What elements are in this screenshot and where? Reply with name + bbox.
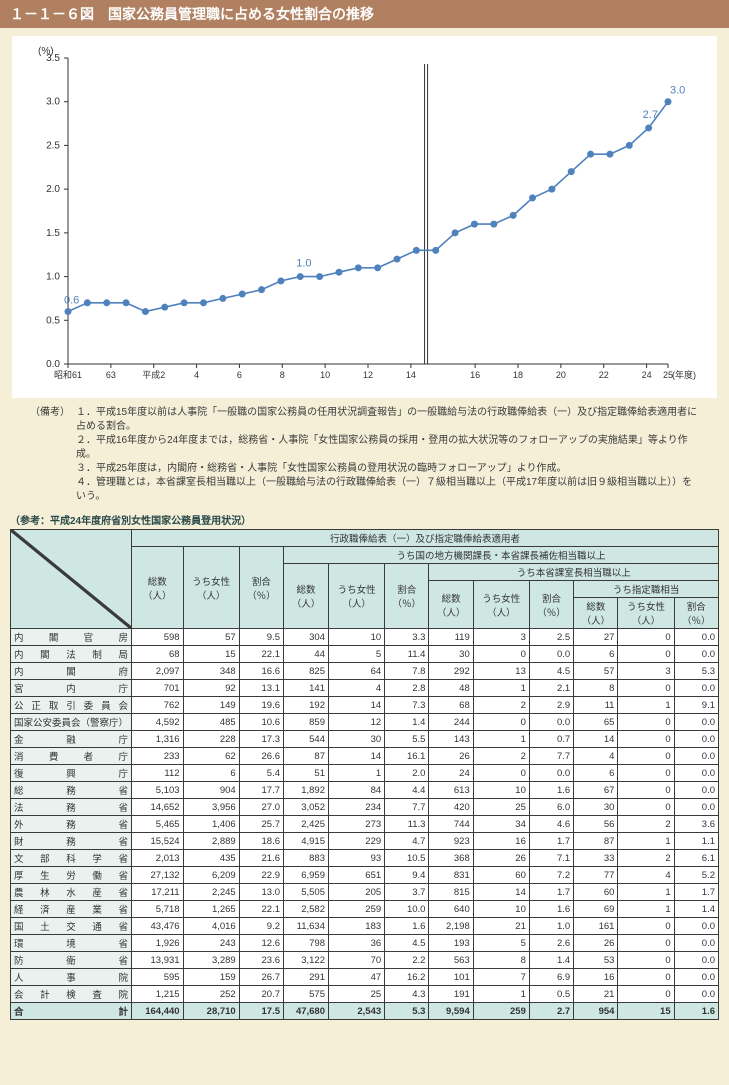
ministry-name: 公正取引委員会 [11,697,132,714]
ministry-name: 農 林 水 産 省 [11,884,132,901]
ministry-name: 環 境 省 [11,935,132,952]
table-row: 文 部 科 学 省2,01343521.68839310.5368267.133… [11,850,719,867]
ministry-name: 内 閣 法 制 局 [11,646,132,663]
ministry-name: 法 務 省 [11,799,132,816]
ministry-name: 内 閣 府 [11,663,132,680]
svg-text:10: 10 [320,370,330,380]
svg-text:18: 18 [513,370,523,380]
ministry-name: 外 務 省 [11,816,132,833]
svg-text:63: 63 [106,370,116,380]
ministry-name: 財 務 省 [11,833,132,850]
ministry-name: 防 衛 省 [11,952,132,969]
table-row: 農 林 水 産 省17,2112,24513.05,5052053.781514… [11,884,719,901]
note-item: １．平成15年度以前は人事院「一般職の国家公務員の任用状況調査報告」の一般職給与… [76,406,699,434]
table-row: 防 衛 省13,9313,28923.63,122702.256381.4530… [11,952,719,969]
ministry-name: 合 計 [11,1003,132,1020]
svg-text:2.7: 2.7 [643,109,658,121]
svg-text:1.5: 1.5 [46,228,60,239]
table-row: 経 済 産 業 省5,7181,26522.12,58225910.064010… [11,901,719,918]
table-row: 復 興 庁11265.45112.02400.0600.0 [11,765,719,782]
svg-text:8: 8 [280,370,285,380]
svg-text:24: 24 [642,370,652,380]
svg-text:12: 12 [363,370,373,380]
ministry-name: 金 融 庁 [11,731,132,748]
table-row: 人 事 院59515926.72914716.210176.91600.0 [11,969,719,986]
ministry-name: 内 閣 官 房 [11,629,132,646]
table-row: 公正取引委員会76214919.6192147.36822.91119.1 [11,697,719,714]
note-item: ２．平成16年度から24年度までは，総務省・人事院「女性国家公務員の採用・登用の… [76,434,699,462]
svg-text:2.0: 2.0 [46,184,60,195]
svg-text:22: 22 [599,370,609,380]
svg-text:0.6: 0.6 [64,295,79,307]
svg-text:16: 16 [470,370,480,380]
figure-title: １－１－６図 国家公務員管理職に占める女性割合の推移 [0,0,729,28]
table-row: 内 閣 府2,09734816.6825647.8292134.55735.3 [11,663,719,680]
table-row: 会 計 検 査 院1,21525220.7575254.319110.52100… [11,986,719,1003]
svg-text:3.5: 3.5 [46,53,60,64]
svg-text:2.5: 2.5 [46,140,60,151]
svg-text:14: 14 [406,370,416,380]
svg-text:4: 4 [194,370,199,380]
table-row: 宮 内 庁7019213.114142.84812.1800.0 [11,680,719,697]
svg-text:1.0: 1.0 [296,258,311,270]
svg-text:1.0: 1.0 [46,272,60,283]
ministry-name: 宮 内 庁 [11,680,132,697]
ministry-name: 国家公安委員会（警察庁） [11,714,132,731]
table-row: 環 境 省1,92624312.6798364.519352.62600.0 [11,935,719,952]
table-row: 総 務 省5,10390417.71,892844.4613101.66700.… [11,782,719,799]
ministry-table: 行政職俸給表（一）及び指定職俸給表適用者総数（人）うち女性（人）割合（％）うち国… [10,529,719,1020]
table-row: 消 費 者 庁2336226.6871416.12627.7400.0 [11,748,719,765]
ministry-name: 厚 生 労 働 省 [11,867,132,884]
svg-text:3.0: 3.0 [670,85,685,97]
svg-text:昭和61: 昭和61 [54,370,82,380]
chart-notes: （備考） １．平成15年度以前は人事院「一般職の国家公務員の任用状況調査報告」の… [30,406,699,504]
note-item: ３．平成25年度は，内閣府・総務省・人事院「女性国家公務員の登用状況の臨時フォロ… [76,462,699,476]
svg-text:0.5: 0.5 [46,315,60,326]
ministry-name: 人 事 院 [11,969,132,986]
svg-text:6: 6 [237,370,242,380]
notes-label: （備考） [30,406,70,504]
ministry-name: 文 部 科 学 省 [11,850,132,867]
line-chart: (%)0.00.51.01.52.02.53.03.5昭和6163平成24681… [12,36,717,398]
table-row: 内 閣 法 制 局681522.144511.43000.0600.0 [11,646,719,663]
ministry-name: 会 計 検 査 院 [11,986,132,1003]
table-row: 金 融 庁1,31622817.3544305.514310.71400.0 [11,731,719,748]
note-item: ４．管理職とは，本省課室長相当職以上（一般職給与法の行政職俸給表（一）７級相当職… [76,476,699,504]
svg-text:3.0: 3.0 [46,97,60,108]
table-row: 国 土 交 通 省43,4764,0169.211,6341831.62,198… [11,918,719,935]
table-total-row: 合 計164,44028,71017.547,6802,5435.39,5942… [11,1003,719,1020]
table-row: 法 務 省14,6523,95627.03,0522347.7420256.03… [11,799,719,816]
ministry-name: 復 興 庁 [11,765,132,782]
ministry-name: 消 費 者 庁 [11,748,132,765]
ministry-name: 国 土 交 通 省 [11,918,132,935]
table-caption: （参考：平成24年度府省別女性国家公務員登用状況） [10,512,719,527]
table-row: 財 務 省15,5242,88918.64,9152294.7923161.78… [11,833,719,850]
table-row: 外 務 省5,4651,40625.72,42527311.3744344.65… [11,816,719,833]
svg-text:0.0: 0.0 [46,359,60,370]
ministry-name: 総 務 省 [11,782,132,799]
svg-text:平成2: 平成2 [142,369,165,380]
svg-text:(年度): (年度) [672,369,696,380]
svg-text:20: 20 [556,370,566,380]
table-row: 国家公安委員会（警察庁）4,59248510.6859121.424400.06… [11,714,719,731]
table-row: 厚 生 労 働 省27,1326,20922.96,9596519.483160… [11,867,719,884]
ministry-name: 経 済 産 業 省 [11,901,132,918]
table-row: 内 閣 官 房598579.5304103.311932.52700.0 [11,629,719,646]
